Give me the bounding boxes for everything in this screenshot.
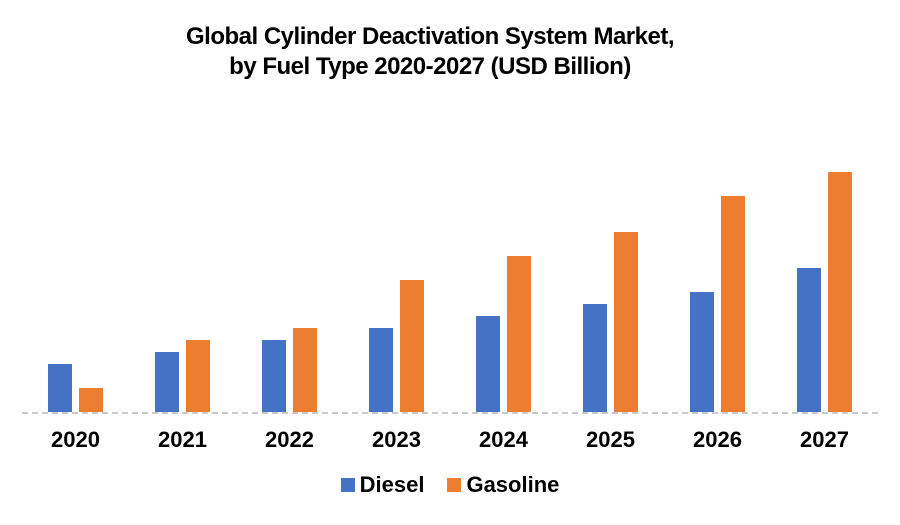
legend-swatch-icon (447, 478, 462, 492)
bar-gasoline-2022 (293, 328, 317, 412)
bar-diesel-2024 (476, 316, 500, 412)
bar-diesel-2022 (262, 340, 286, 412)
chart-title-line1: Global Cylinder Deactivation System Mark… (186, 23, 675, 50)
bar-diesel-2027 (797, 268, 821, 412)
bar-diesel-2026 (690, 292, 714, 412)
legend-label-diesel: Diesel (359, 472, 425, 497)
bar-diesel-2023 (369, 328, 393, 412)
bar-gasoline-2020 (79, 388, 103, 412)
bar-gasoline-2023 (400, 280, 424, 412)
chart-title-line2: by Fuel Type 2020-2027 (USD Billion) (229, 53, 631, 80)
bar-group-2027 (797, 172, 852, 412)
bar-gasoline-2024 (507, 256, 531, 412)
x-axis-label-2024: 2024 (479, 427, 528, 452)
legend-label-gasoline: Gasoline (466, 472, 560, 497)
bar-group-2020 (48, 364, 103, 412)
bar-group-2025 (583, 232, 638, 412)
x-axis-label-2023: 2023 (372, 427, 421, 452)
legend-swatch-icon (340, 478, 355, 492)
bar-group-2022 (262, 328, 317, 412)
plot-area (22, 164, 878, 414)
bar-group-2023 (369, 280, 424, 412)
bar-gasoline-2026 (721, 196, 745, 412)
legend: Diesel Gasoline (0, 472, 900, 498)
bar-chart: 2020 2021 2022 2023 2024 2025 2026 2027 (22, 164, 878, 452)
bar-gasoline-2021 (186, 340, 210, 412)
bar-group-2026 (690, 196, 745, 412)
bar-diesel-2025 (583, 304, 607, 412)
x-axis-labels: 2020 2021 2022 2023 2024 2025 2026 2027 (22, 428, 878, 452)
x-axis-label-2021: 2021 (158, 427, 207, 452)
chart-title: Global Cylinder Deactivation System Mark… (0, 22, 860, 82)
x-axis-label-2027: 2027 (800, 427, 849, 452)
bar-gasoline-2025 (614, 232, 638, 412)
x-axis-label-2026: 2026 (693, 427, 742, 452)
x-axis-label-2025: 2025 (586, 427, 635, 452)
bar-gasoline-2027 (828, 172, 852, 412)
legend-item-gasoline: Gasoline (447, 472, 559, 498)
x-axis-label-2020: 2020 (51, 427, 100, 452)
bar-group-2024 (476, 256, 531, 412)
bar-diesel-2020 (48, 364, 72, 412)
bar-group-2021 (155, 340, 210, 412)
x-axis-label-2022: 2022 (265, 427, 314, 452)
bar-diesel-2021 (155, 352, 179, 412)
legend-item-diesel: Diesel (340, 472, 425, 498)
